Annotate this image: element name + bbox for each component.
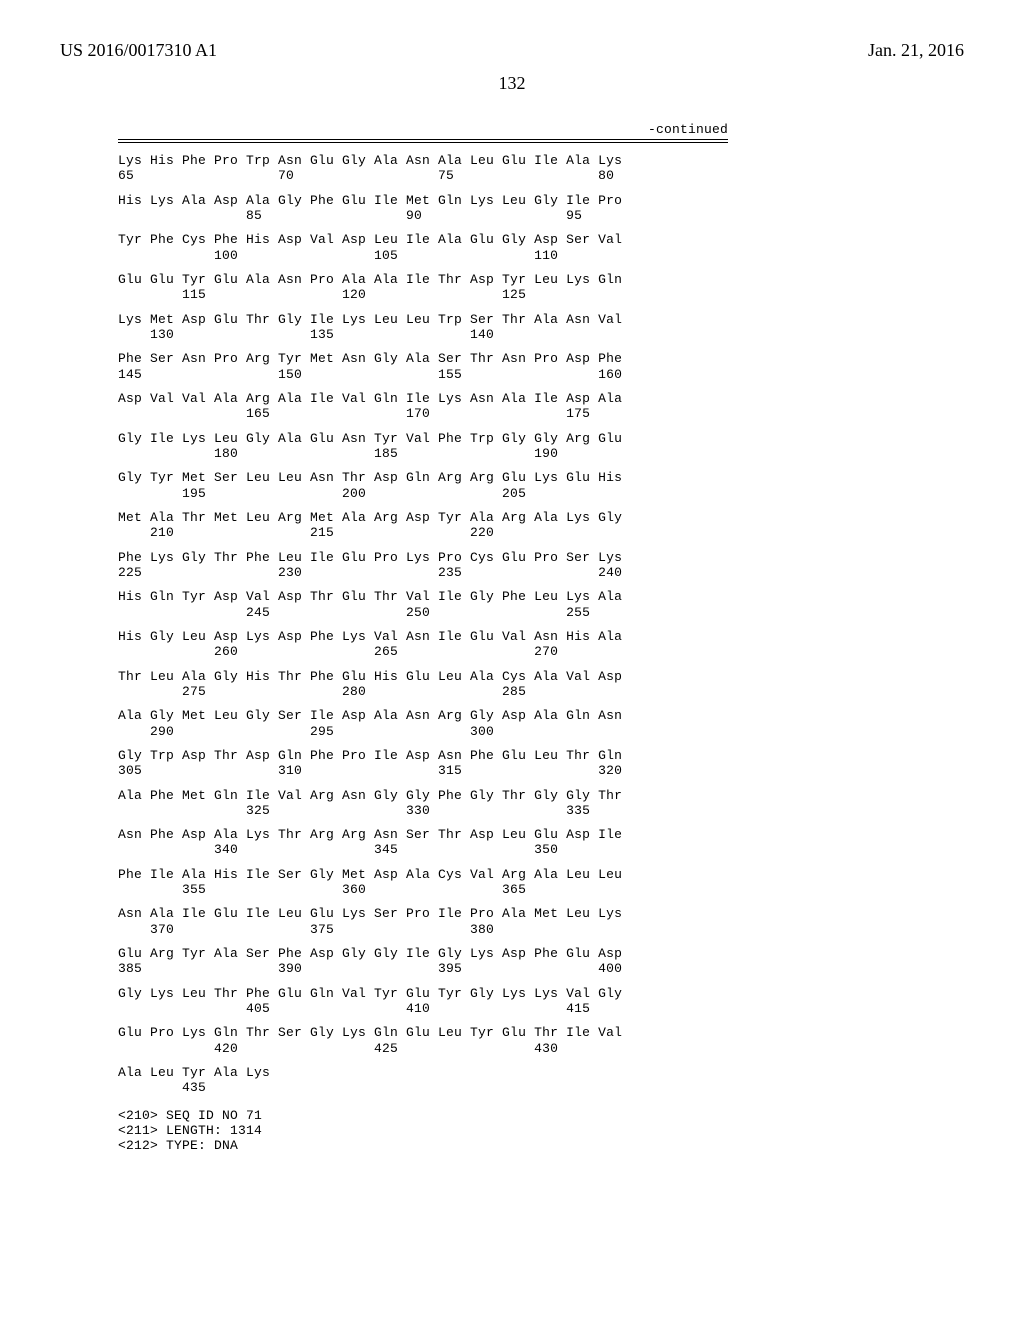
continued-label: -continued	[118, 122, 728, 137]
sequence-block: Thr Leu Ala Gly His Thr Phe Glu His Glu …	[118, 669, 964, 700]
sequence-listing: Lys His Phe Pro Trp Asn Glu Gly Ala Asn …	[118, 153, 964, 1096]
sequence-block: Glu Arg Tyr Ala Ser Phe Asp Gly Gly Ile …	[118, 946, 964, 977]
sequence-metadata: <210> SEQ ID NO 71 <211> LENGTH: 1314 <2…	[118, 1108, 964, 1153]
sequence-block: Glu Pro Lys Gln Thr Ser Gly Lys Gln Glu …	[118, 1025, 964, 1056]
page-number: 132	[60, 73, 964, 94]
sequence-block: His Gln Tyr Asp Val Asp Thr Glu Thr Val …	[118, 589, 964, 620]
sequence-block: Gly Ile Lys Leu Gly Ala Glu Asn Tyr Val …	[118, 431, 964, 462]
sequence-block: His Gly Leu Asp Lys Asp Phe Lys Val Asn …	[118, 629, 964, 660]
sequence-block: Gly Lys Leu Thr Phe Glu Gln Val Tyr Glu …	[118, 986, 964, 1017]
sequence-block: His Lys Ala Asp Ala Gly Phe Glu Ile Met …	[118, 193, 964, 224]
sequence-block: Asn Phe Asp Ala Lys Thr Arg Arg Asn Ser …	[118, 827, 964, 858]
rule-top-2	[118, 142, 728, 143]
sequence-block: Asn Ala Ile Glu Ile Leu Glu Lys Ser Pro …	[118, 906, 964, 937]
sequence-block: Ala Gly Met Leu Gly Ser Ile Asp Ala Asn …	[118, 708, 964, 739]
sequence-block: Phe Ile Ala His Ile Ser Gly Met Asp Ala …	[118, 867, 964, 898]
rule-top-1	[118, 139, 728, 140]
sequence-block: Ala Leu Tyr Ala Lys 435	[118, 1065, 964, 1096]
sequence-block: Tyr Phe Cys Phe His Asp Val Asp Leu Ile …	[118, 232, 964, 263]
sequence-block: Ala Phe Met Gln Ile Val Arg Asn Gly Gly …	[118, 788, 964, 819]
sequence-block: Lys His Phe Pro Trp Asn Glu Gly Ala Asn …	[118, 153, 964, 184]
pub-number: US 2016/0017310 A1	[60, 40, 217, 61]
sequence-block: Glu Glu Tyr Glu Ala Asn Pro Ala Ala Ile …	[118, 272, 964, 303]
sequence-block: Asp Val Val Ala Arg Ala Ile Val Gln Ile …	[118, 391, 964, 422]
sequence-block: Lys Met Asp Glu Thr Gly Ile Lys Leu Leu …	[118, 312, 964, 343]
pub-date: Jan. 21, 2016	[868, 40, 964, 61]
sequence-block: Phe Lys Gly Thr Phe Leu Ile Glu Pro Lys …	[118, 550, 964, 581]
sequence-block: Met Ala Thr Met Leu Arg Met Ala Arg Asp …	[118, 510, 964, 541]
sequence-block: Phe Ser Asn Pro Arg Tyr Met Asn Gly Ala …	[118, 351, 964, 382]
page: US 2016/0017310 A1 Jan. 21, 2016 132 -co…	[0, 0, 1024, 1193]
sequence-block: Gly Trp Asp Thr Asp Gln Phe Pro Ile Asp …	[118, 748, 964, 779]
page-header: US 2016/0017310 A1 Jan. 21, 2016	[60, 40, 964, 61]
sequence-block: Gly Tyr Met Ser Leu Leu Asn Thr Asp Gln …	[118, 470, 964, 501]
